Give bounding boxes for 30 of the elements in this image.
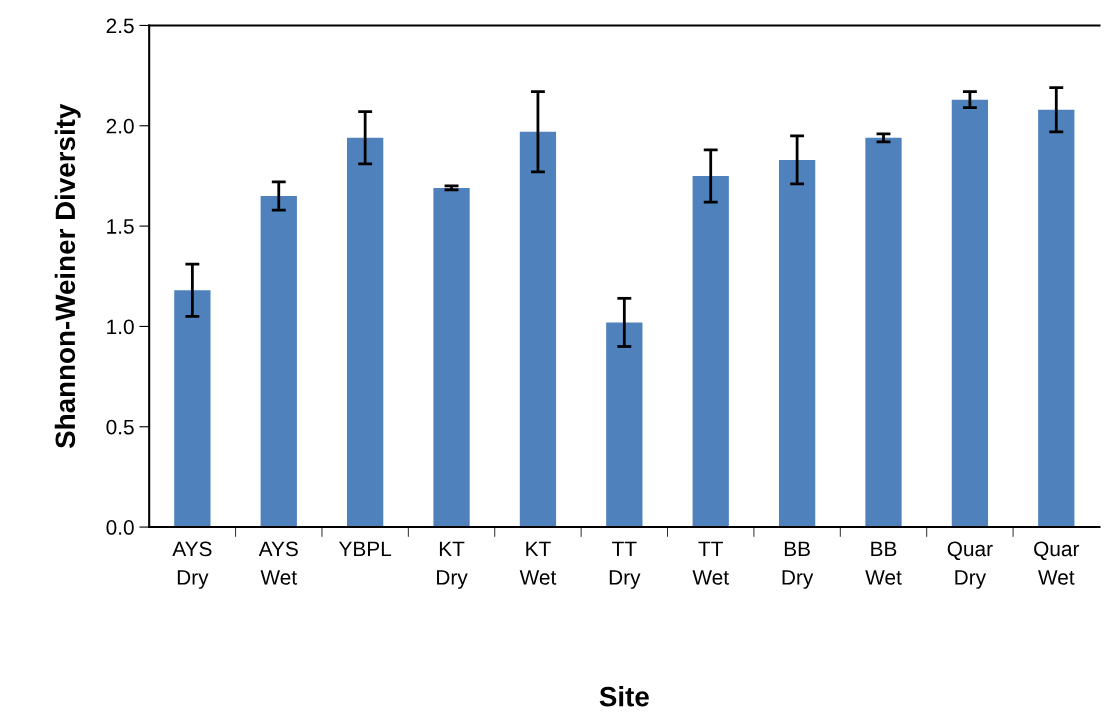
- bar: [260, 196, 297, 528]
- x-tick-label: TT Dry: [609, 541, 641, 589]
- y-axis-title: Shannon-Weiner Diversity: [54, 103, 81, 449]
- x-tick-label: KT Dry: [437, 541, 468, 589]
- x-tick-label: AYS Dry: [172, 541, 212, 589]
- y-tick-label: 0.0: [106, 520, 134, 535]
- y-tick-label: 2.5: [106, 18, 134, 34]
- x-tick-label: BB Wet: [865, 541, 902, 585]
- y-tick-label: 1.5: [107, 219, 134, 234]
- x-tick-label: AYS Wet: [258, 541, 298, 585]
- bar: [951, 99, 989, 528]
- x-tick-label: YBPL: [338, 541, 392, 557]
- x-tick-label: Quar Wet: [1034, 541, 1080, 585]
- bar: [865, 137, 902, 528]
- bar: [174, 290, 211, 528]
- y-tick-label: 1.0: [107, 319, 134, 335]
- bar: [347, 137, 384, 528]
- x-tick-label: KT Wet: [519, 541, 557, 585]
- bar: [606, 322, 643, 528]
- y-tick-label: 2.0: [106, 118, 134, 134]
- bar: [433, 187, 470, 528]
- bar: [519, 131, 557, 528]
- bar: [778, 159, 816, 528]
- x-axis-title: Site: [599, 686, 649, 707]
- x-tick-label: Quar Dry: [947, 541, 993, 589]
- y-tick-label: 0.5: [106, 419, 134, 435]
- x-tick-label: BB Dry: [782, 541, 814, 589]
- bar: [692, 175, 729, 528]
- x-tick-label: TT Wet: [692, 541, 729, 585]
- bar: [1038, 109, 1075, 528]
